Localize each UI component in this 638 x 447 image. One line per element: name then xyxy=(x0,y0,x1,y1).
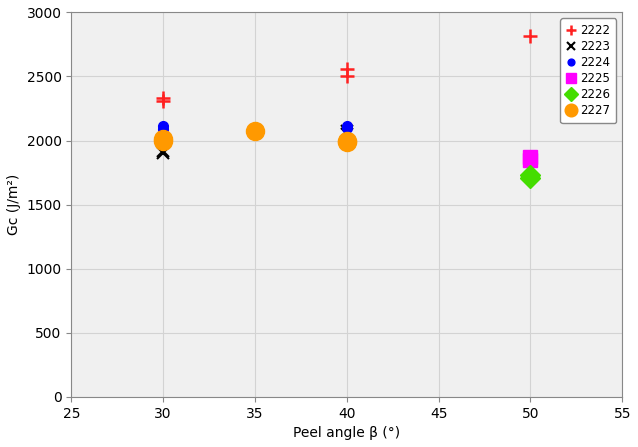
2223 xyxy=(343,128,351,134)
Y-axis label: Gc (J/m²): Gc (J/m²) xyxy=(7,174,21,235)
2223 xyxy=(160,151,167,156)
Line: 2226: 2226 xyxy=(524,168,537,186)
2223 xyxy=(160,148,167,153)
2227 xyxy=(251,128,259,134)
2224 xyxy=(160,124,167,129)
2227 xyxy=(343,140,351,145)
2222 xyxy=(160,99,167,104)
2227 xyxy=(160,138,167,143)
2222 xyxy=(343,67,351,72)
2225 xyxy=(526,158,534,163)
2227 xyxy=(343,138,351,143)
2224 xyxy=(343,123,351,128)
X-axis label: Peel angle β (°): Peel angle β (°) xyxy=(293,426,401,440)
2226 xyxy=(526,173,534,178)
2224 xyxy=(343,126,351,131)
2223 xyxy=(343,131,351,136)
2224 xyxy=(160,127,167,132)
2225 xyxy=(526,155,534,160)
Legend: 2222, 2223, 2224, 2225, 2226, 2227: 2222, 2223, 2224, 2225, 2226, 2227 xyxy=(560,18,616,123)
Line: 2227: 2227 xyxy=(154,122,356,152)
Line: 2223: 2223 xyxy=(157,125,353,160)
2222 xyxy=(343,74,351,79)
Line: 2224: 2224 xyxy=(158,121,352,134)
2222 xyxy=(526,33,534,38)
Line: 2222: 2222 xyxy=(156,29,537,109)
2226 xyxy=(526,176,534,181)
2227 xyxy=(160,136,167,141)
2222 xyxy=(160,96,167,101)
Line: 2225: 2225 xyxy=(524,150,537,167)
